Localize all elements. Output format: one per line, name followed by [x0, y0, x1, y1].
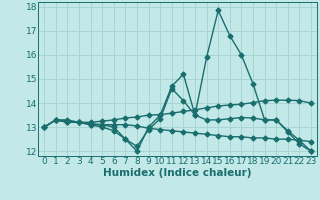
X-axis label: Humidex (Indice chaleur): Humidex (Indice chaleur): [103, 168, 252, 178]
